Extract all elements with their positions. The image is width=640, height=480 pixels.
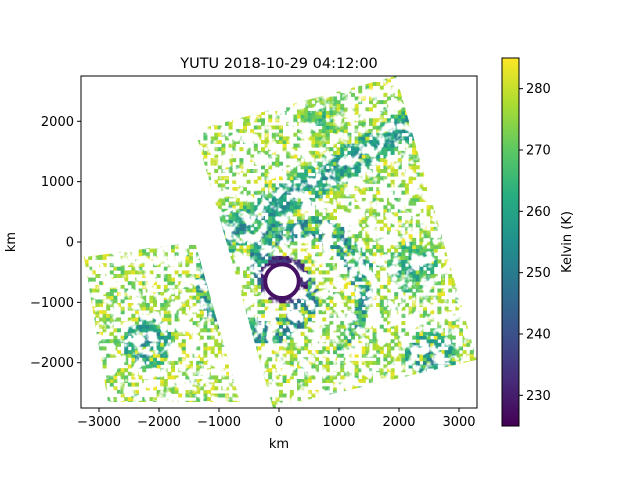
chart: −3000 −2000 −1000 0 1000 2000 3000 −2000−10000… xyxy=(4,56,575,452)
